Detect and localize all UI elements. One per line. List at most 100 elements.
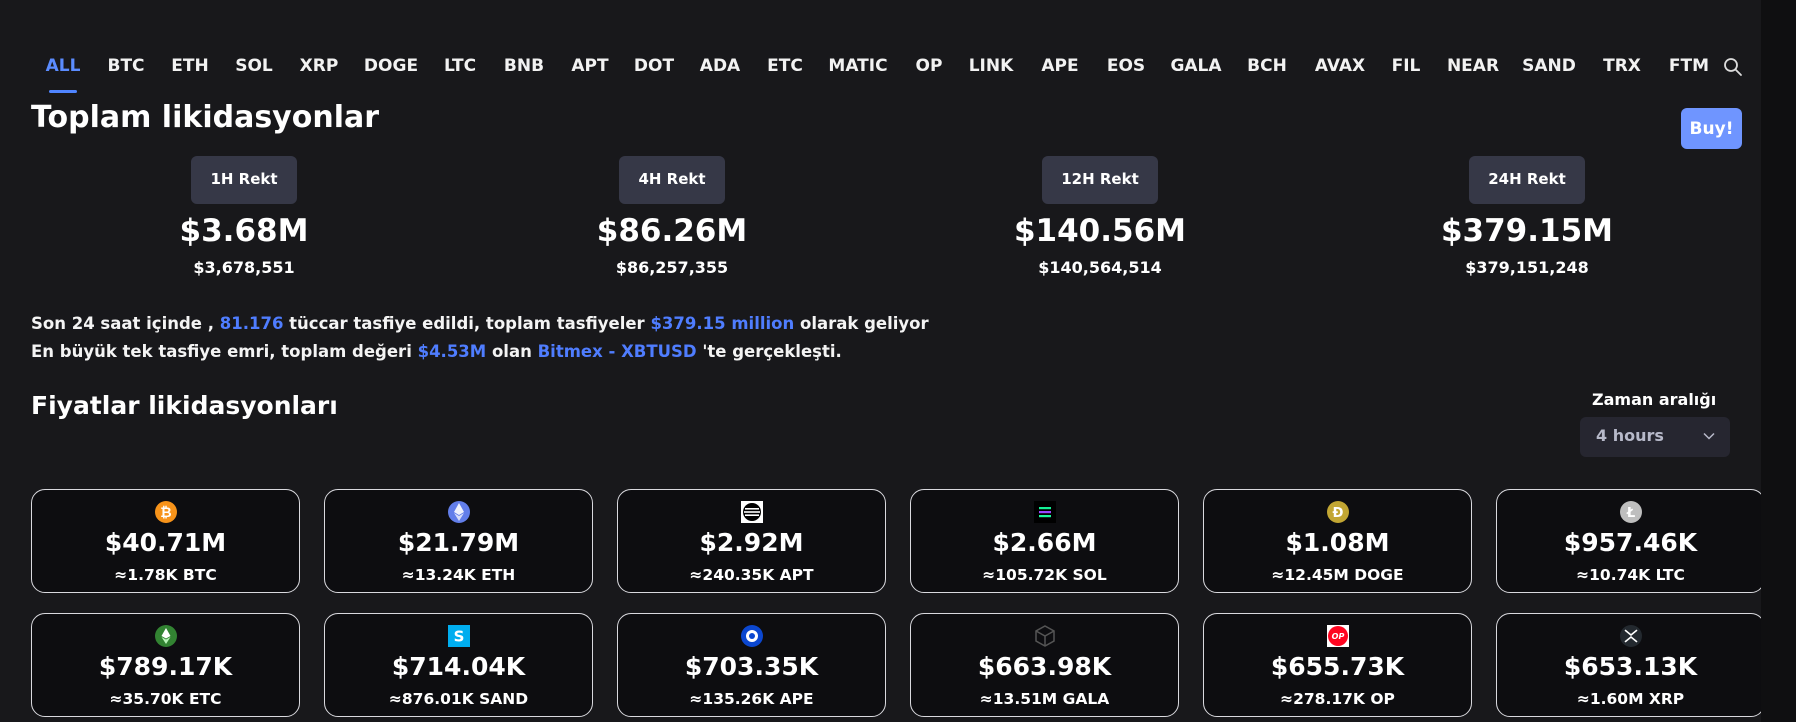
svg-text:Ł: Ł: [1625, 506, 1634, 521]
tab-link[interactable]: LINK: [968, 56, 1014, 76]
summary-text: tüccar tasfiye edildi, toplam tasfiyeler: [283, 314, 651, 333]
chevron-down-icon: [1703, 432, 1715, 440]
tab-ape[interactable]: APE: [1041, 56, 1079, 76]
tab-sol[interactable]: SOL: [235, 56, 273, 76]
range-label: Zaman aralığı: [1592, 390, 1717, 409]
coin-card[interactable]: $21.79M ≈13.24K ETH: [324, 489, 593, 593]
search-icon[interactable]: [1722, 56, 1744, 78]
tab-xrp[interactable]: XRP: [299, 56, 339, 76]
card-usd-value: $663.98K: [977, 652, 1112, 681]
tab-ada[interactable]: ADA: [699, 56, 741, 76]
tab-apt[interactable]: APT: [571, 56, 609, 76]
rekt-badge[interactable]: 1H Rekt: [191, 156, 297, 204]
liquidation-summary: Son 24 saat içinde , 81.176 tüccar tasfi…: [31, 310, 929, 366]
tab-eos[interactable]: EOS: [1106, 56, 1146, 76]
rekt-total: $379.15M: [1440, 213, 1614, 249]
tab-btc[interactable]: BTC: [107, 56, 145, 76]
sand-icon: S: [447, 625, 470, 647]
tab-bnb[interactable]: BNB: [503, 56, 545, 76]
svg-text:Ð: Ð: [1332, 506, 1343, 521]
coin-card[interactable]: $653.13K ≈1.60M XRP: [1496, 613, 1765, 717]
tab-dot[interactable]: DOT: [633, 56, 675, 76]
scroll-gutter: [1761, 0, 1796, 722]
rekt-exact: $379,151,248: [1465, 258, 1589, 277]
card-usd-value: $957.46K: [1563, 528, 1698, 557]
summary-text: olan: [486, 342, 538, 361]
sol-icon: [1033, 501, 1056, 523]
card-coin-amount: ≈240.35K APT: [689, 566, 814, 584]
card-usd-value: $40.71M: [104, 528, 227, 557]
coin-card[interactable]: $789.17K ≈35.70K ETC: [31, 613, 300, 717]
tab-ftm[interactable]: FTM: [1668, 56, 1710, 76]
coin-card[interactable]: ₿ $40.71M ≈1.78K BTC: [31, 489, 300, 593]
rekt-12h: 12H Rekt $140.56M $140,564,514: [900, 156, 1300, 277]
largest-order-amount: $4.53M: [417, 342, 487, 361]
btc-icon: ₿: [154, 501, 177, 523]
card-coin-amount: ≈876.01K SAND: [388, 690, 529, 708]
card-usd-value: $789.17K: [98, 652, 233, 681]
tab-near[interactable]: NEAR: [1446, 56, 1500, 76]
rekt-exact: $3,678,551: [193, 258, 295, 277]
eth-icon: [447, 501, 470, 523]
rekt-4h: 4H Rekt $86.26M $86,257,355: [472, 156, 872, 277]
coin-tabs: ALL BTC ETH SOL XRP DOGE LTC BNB APT DOT ADA ETC MAT…: [0, 52, 1761, 93]
tab-fil[interactable]: FIL: [1391, 56, 1421, 76]
rekt-total: $140.56M: [1013, 213, 1187, 249]
total-liquidations: $379.15 million: [650, 314, 795, 333]
apt-icon: [740, 501, 763, 523]
summary-text: olarak geliyor: [794, 314, 929, 333]
coin-card[interactable]: Ł $957.46K ≈10.74K LTC: [1496, 489, 1765, 593]
range-value: 4 hours: [1596, 426, 1664, 445]
summary-line-2: En büyük tek tasfiye emri, toplam değeri…: [31, 338, 929, 366]
rekt-badge[interactable]: 12H Rekt: [1042, 156, 1158, 204]
rekt-badge[interactable]: 24H Rekt: [1469, 156, 1585, 204]
card-coin-amount: ≈12.45M DOGE: [1271, 566, 1404, 584]
tab-avax[interactable]: AVAX: [1314, 56, 1366, 76]
coin-card[interactable]: OP $655.73K ≈278.17K OP: [1203, 613, 1472, 717]
exchange-link[interactable]: Bitmex - XBTUSD: [537, 342, 697, 361]
card-coin-amount: ≈278.17K OP: [1280, 690, 1395, 708]
card-usd-value: $2.66M: [992, 528, 1097, 557]
summary-text: 'te gerçekleşti.: [696, 342, 842, 361]
rekt-total: $3.68M: [179, 213, 309, 249]
card-usd-value: $703.35K: [684, 652, 819, 681]
coin-card[interactable]: $2.92M ≈240.35K APT: [617, 489, 886, 593]
range-select[interactable]: 4 hours: [1580, 417, 1730, 457]
etc-icon: [154, 625, 177, 647]
buy-button[interactable]: Buy!: [1681, 108, 1742, 149]
coin-card[interactable]: $703.35K ≈135.26K APE: [617, 613, 886, 717]
card-usd-value: $714.04K: [391, 652, 526, 681]
tab-eth[interactable]: ETH: [171, 56, 209, 76]
card-coin-amount: ≈135.26K APE: [689, 690, 814, 708]
tab-gala[interactable]: GALA: [1170, 56, 1222, 76]
page-title: Toplam likidasyonlar: [31, 100, 380, 135]
doge-icon: Ð: [1326, 501, 1349, 523]
tab-all[interactable]: ALL: [45, 56, 81, 76]
rekt-badge[interactable]: 4H Rekt: [619, 156, 725, 204]
summary-text: En büyük tek tasfiye emri, toplam değeri: [31, 342, 418, 361]
coin-card[interactable]: Ð $1.08M ≈12.45M DOGE: [1203, 489, 1472, 593]
coin-card[interactable]: $663.98K ≈13.51M GALA: [910, 613, 1179, 717]
tab-trx[interactable]: TRX: [1603, 56, 1641, 76]
card-usd-value: $2.92M: [699, 528, 804, 557]
tab-etc[interactable]: ETC: [767, 56, 803, 76]
summary-line-1: Son 24 saat içinde , 81.176 tüccar tasfi…: [31, 310, 929, 338]
tab-sand[interactable]: SAND: [1522, 56, 1576, 76]
svg-text:₿: ₿: [160, 505, 171, 521]
xrp-icon: [1619, 625, 1642, 647]
coin-card[interactable]: $2.66M ≈105.72K SOL: [910, 489, 1179, 593]
gala-icon: [1034, 625, 1055, 647]
coin-card[interactable]: S $714.04K ≈876.01K SAND: [324, 613, 593, 717]
tab-bch[interactable]: BCH: [1247, 56, 1287, 76]
tab-matic[interactable]: MATIC: [828, 56, 888, 76]
rekt-total: $86.26M: [596, 213, 748, 249]
tab-op[interactable]: OP: [915, 56, 943, 76]
tab-doge[interactable]: DOGE: [363, 56, 419, 76]
svg-text:OP: OP: [1331, 632, 1344, 641]
rekt-exact: $140,564,514: [1038, 258, 1162, 277]
active-tab-indicator: [49, 90, 77, 93]
summary-text: Son 24 saat içinde ,: [31, 314, 220, 333]
rekt-exact: $86,257,355: [615, 258, 729, 277]
tab-ltc[interactable]: LTC: [443, 56, 477, 76]
